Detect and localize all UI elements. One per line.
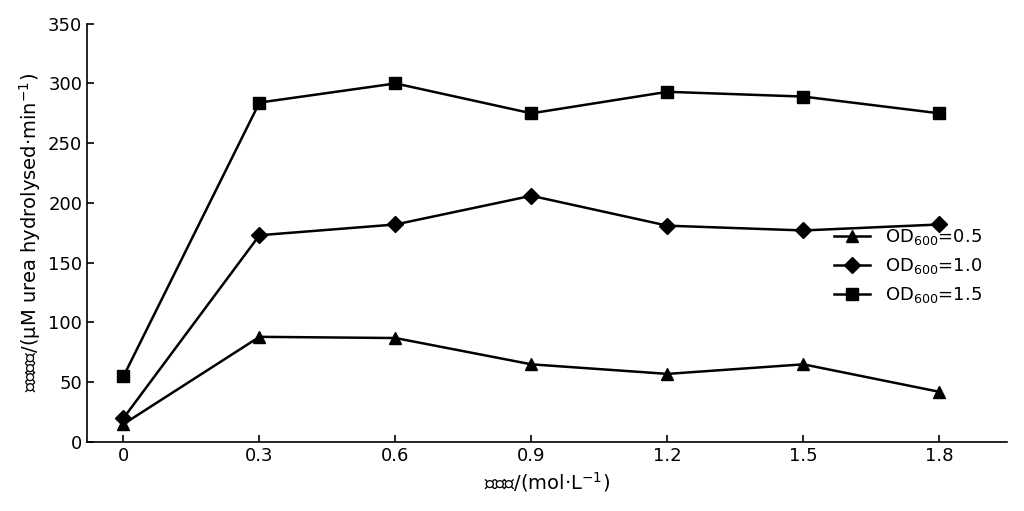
Y-axis label: 脲酶活性/(μM urea hydrolysed·min$^{-1}$): 脲酶活性/(μM urea hydrolysed·min$^{-1}$) — [16, 73, 43, 392]
X-axis label: 氯化钠/(mol·L$^{-1}$): 氯化钠/(mol·L$^{-1}$) — [484, 471, 610, 494]
Legend: OD$_{600}$=0.5, OD$_{600}$=1.0, OD$_{600}$=1.5: OD$_{600}$=0.5, OD$_{600}$=1.0, OD$_{600… — [827, 220, 989, 313]
